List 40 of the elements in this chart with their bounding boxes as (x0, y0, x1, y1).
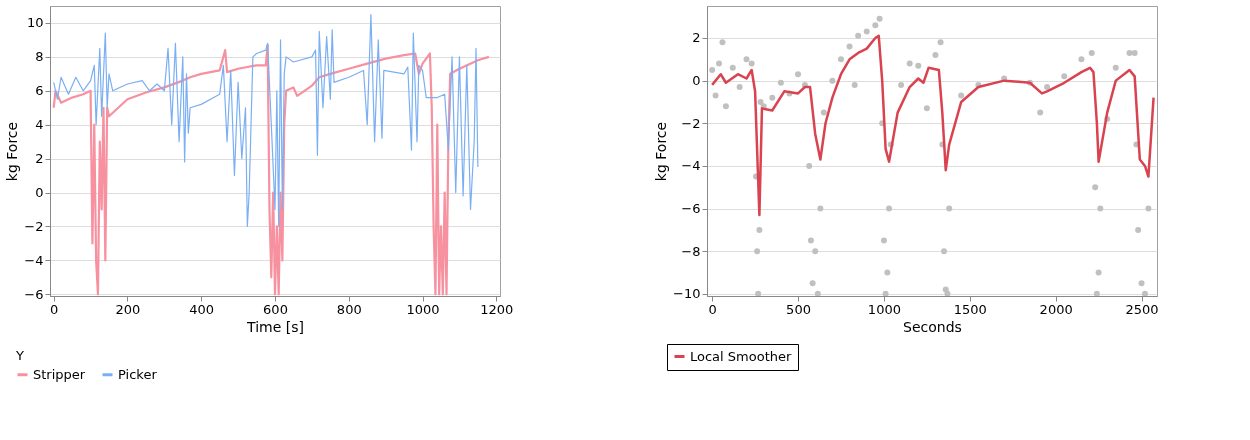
legend-label: Picker (118, 366, 158, 382)
y-tick-label: 0 (692, 73, 701, 89)
x-tick-label: 2500 (1125, 301, 1159, 317)
y-axis-title: kg Force (4, 121, 21, 182)
y-tick-label: 10 (26, 15, 44, 31)
legend-label: Local Smoother (690, 348, 792, 364)
line-series (53, 13, 479, 228)
y-tick-label: 2 (35, 151, 44, 167)
y-axis-title: kg Force (653, 121, 670, 182)
x-tick-label: 600 (263, 301, 288, 317)
y-tick-label: −8 (681, 243, 701, 259)
y-tick-label: −6 (681, 201, 701, 217)
y-tick-label: −4 (681, 158, 701, 174)
y-tick-label: −4 (24, 252, 44, 268)
x-tick-label: 1500 (953, 301, 987, 317)
line-series (710, 34, 1155, 217)
legend-label: Stripper (33, 366, 86, 382)
x-tick-label: 0 (50, 301, 59, 317)
x-tick-label: 200 (115, 301, 141, 317)
line-series (52, 43, 491, 296)
x-tick-label: 400 (189, 301, 215, 317)
y-tick-label: 4 (35, 117, 44, 133)
x-axis-title: Seconds (903, 318, 962, 335)
x-axis-title: Time [s] (246, 318, 304, 335)
y-tick-label: −2 (681, 115, 701, 131)
y-tick-label: −6 (24, 286, 44, 302)
x-tick-label: 2000 (1039, 301, 1073, 317)
y-tick-label: 0 (35, 185, 44, 201)
x-tick-label: 800 (336, 301, 362, 317)
x-tick-label: 1000 (867, 301, 901, 317)
y-tick-label: 6 (35, 83, 44, 99)
y-tick-label: −10 (673, 286, 701, 302)
y-tick-label: −2 (24, 218, 44, 234)
legend-title: Y (15, 348, 24, 363)
x-tick-label: 1000 (406, 301, 440, 317)
x-tick-label: 0 (708, 301, 717, 317)
y-tick-label: 2 (692, 30, 701, 46)
x-tick-label: 500 (786, 301, 811, 317)
y-tick-label: 8 (35, 49, 44, 65)
x-tick-label: 1200 (480, 301, 514, 317)
